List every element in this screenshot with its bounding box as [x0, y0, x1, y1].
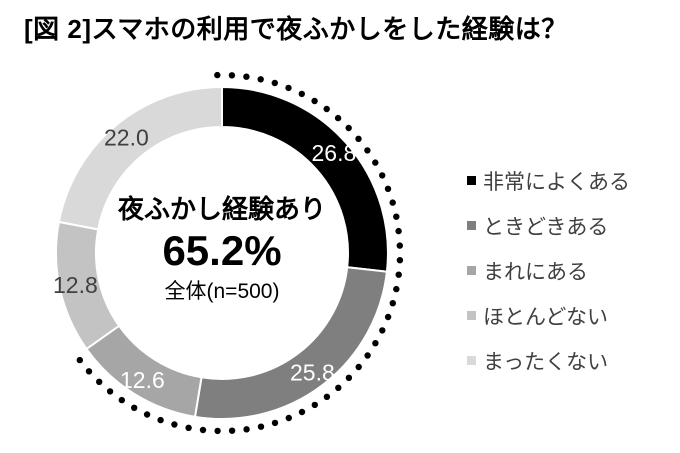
- segment-value-label-2: 12.6: [120, 367, 165, 393]
- segment-value-label-1: 25.8: [290, 360, 335, 386]
- highlight-dot: [393, 285, 400, 293]
- legend-item-3: ほとんどない: [467, 293, 630, 338]
- highlight-dot: [228, 72, 236, 79]
- legend-label: まれにある: [483, 260, 588, 284]
- highlight-dot: [76, 356, 84, 364]
- donut-segment-4: [57, 85, 223, 231]
- legend-label: ときどきある: [483, 215, 609, 239]
- highlight-dot: [395, 227, 402, 235]
- highlight-dot: [243, 426, 250, 433]
- highlight-dot: [335, 384, 342, 391]
- highlight-dot: [334, 114, 342, 122]
- highlight-dot: [285, 414, 292, 422]
- highlight-dot: [185, 424, 192, 431]
- donut-center-text: 夜ふかし経験あり 65.2% 全体(n=500): [118, 193, 326, 306]
- highlight-dot: [131, 404, 138, 411]
- legend-swatch-icon: [467, 266, 476, 275]
- legend-swatch-icon: [467, 176, 476, 185]
- highlight-dot: [364, 352, 371, 359]
- center-value: 65.2%: [162, 227, 282, 274]
- highlight-dot: [85, 368, 93, 375]
- highlight-dot: [214, 427, 221, 435]
- legend-label: ほとんどない: [483, 305, 608, 329]
- highlight-dot: [372, 340, 379, 347]
- legend-swatch-icon: [467, 221, 476, 230]
- legend-item-1: ときどきある: [467, 203, 630, 248]
- highlight-dot: [384, 313, 392, 321]
- highlight-dot: [96, 378, 103, 385]
- center-note: 全体(n=500): [164, 280, 280, 303]
- highlight-dot: [355, 363, 362, 371]
- highlight-dot: [118, 396, 126, 404]
- highlight-dot: [228, 427, 236, 434]
- segment-value-label-0: 26.8: [312, 140, 357, 166]
- highlight-dot: [379, 327, 386, 334]
- highlight-dot: [389, 199, 396, 206]
- highlight-dot: [199, 426, 207, 434]
- legend-label: まったくない: [483, 350, 609, 374]
- legend-item-2: まれにある: [467, 248, 630, 293]
- highlight-dot: [311, 97, 318, 105]
- highlight-dot: [396, 242, 403, 249]
- highlight-dot: [243, 73, 250, 80]
- highlight-dot: [311, 401, 318, 409]
- figure-title: [図 2]スマホの利用で夜ふかしをした経験は？: [24, 14, 568, 44]
- highlight-dot: [323, 105, 330, 113]
- highlight-dot: [364, 147, 371, 154]
- highlight-dot: [395, 271, 402, 278]
- legend-item-4: まったくない: [467, 338, 630, 383]
- legend: 非常によくある ときどきある まれにあるほとんどない まったくない: [467, 158, 630, 383]
- highlight-dot: [345, 374, 353, 381]
- legend-item-0: 非常によくある: [467, 158, 630, 203]
- legend-label: 非常によくある: [483, 170, 630, 194]
- highlight-dot: [214, 71, 221, 79]
- highlight-dot: [389, 300, 396, 307]
- center-caption: 夜ふかし経験あり: [117, 194, 327, 224]
- highlight-dot: [393, 213, 400, 220]
- highlight-dot: [257, 423, 265, 430]
- legend-swatch-icon: [467, 311, 476, 320]
- highlight-dot: [143, 411, 151, 418]
- highlight-dot: [298, 408, 306, 416]
- highlight-dot: [396, 257, 404, 264]
- highlight-dot: [323, 393, 331, 400]
- highlight-dot: [379, 172, 386, 179]
- highlight-dot: [271, 419, 279, 427]
- segment-value-label-3: 12.8: [53, 272, 98, 298]
- segment-value-label-4: 22.0: [104, 124, 149, 150]
- highlight-dot: [345, 124, 352, 132]
- highlight-dot: [106, 388, 114, 395]
- highlight-dot: [298, 90, 305, 98]
- highlight-dot: [157, 416, 164, 424]
- highlight-dot: [171, 421, 178, 428]
- legend-swatch-icon: [467, 356, 476, 365]
- highlight-dot: [285, 84, 292, 92]
- highlight-dot: [257, 76, 264, 83]
- highlight-dot: [384, 185, 392, 192]
- highlight-dot: [271, 79, 278, 87]
- highlight-dot: [355, 135, 362, 142]
- highlight-dot: [372, 159, 379, 166]
